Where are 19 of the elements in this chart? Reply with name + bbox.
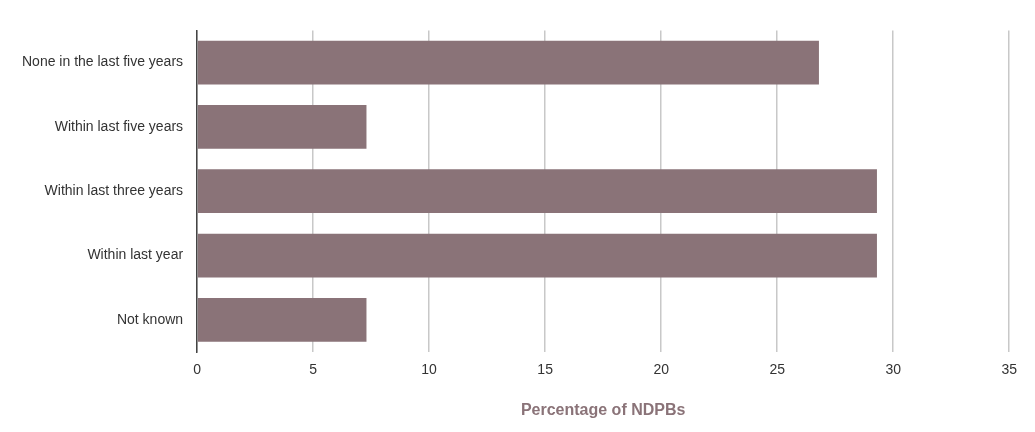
- x-axis-title: Percentage of NDPBs: [520, 400, 686, 418]
- y-tick-label: Not known: [116, 310, 184, 327]
- bar: [197, 297, 367, 342]
- y-tick-label: Within last three years: [44, 182, 184, 199]
- y-tick-label: None in the last five years: [21, 53, 184, 70]
- y-tick-label: Within last five years: [54, 117, 184, 134]
- x-tick-label: 15: [537, 361, 554, 378]
- x-tick-label: 20: [653, 361, 670, 378]
- bar: [197, 105, 367, 149]
- x-tick-label: 5: [309, 361, 318, 378]
- y-tick-label: Within last year: [87, 246, 184, 263]
- x-tick-label: 35: [1001, 361, 1018, 378]
- x-tick-label: 0: [193, 361, 202, 378]
- bar: [197, 40, 819, 85]
- x-tick-label: 25: [769, 361, 786, 378]
- x-tick-label: 30: [885, 361, 902, 378]
- bar: [197, 169, 877, 214]
- bar: [197, 233, 877, 278]
- x-tick-label: 10: [421, 361, 438, 378]
